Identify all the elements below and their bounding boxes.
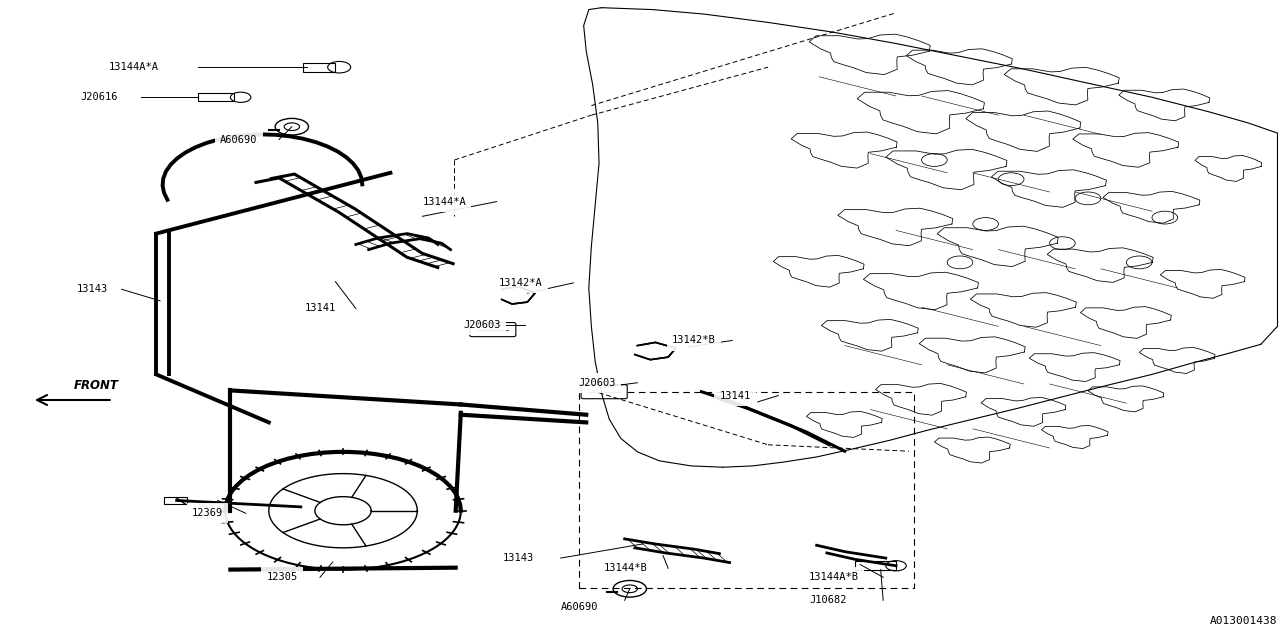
Text: A60690: A60690 [561, 602, 598, 612]
Bar [579, 392, 914, 588]
Text: 13142*B: 13142*B [672, 335, 716, 346]
Text: 13143: 13143 [503, 553, 534, 563]
Polygon shape [502, 287, 535, 304]
Text: 13142*A: 13142*A [499, 278, 543, 288]
FancyBboxPatch shape [581, 385, 627, 399]
Text: A60690: A60690 [220, 134, 257, 145]
Text: 12305: 12305 [266, 572, 297, 582]
Text: 13144*B: 13144*B [604, 563, 648, 573]
Bar [855, 561, 896, 570]
Polygon shape [635, 342, 676, 360]
Text: J20603: J20603 [579, 378, 616, 388]
Text: 13141: 13141 [305, 303, 335, 314]
Text: J20603: J20603 [463, 320, 500, 330]
Text: 13141: 13141 [719, 390, 750, 401]
Text: J10682: J10682 [809, 595, 846, 605]
FancyBboxPatch shape [470, 323, 516, 337]
Text: 13144*A: 13144*A [422, 196, 466, 207]
Text: J20616: J20616 [81, 92, 118, 102]
Text: 12369: 12369 [192, 508, 223, 518]
Text: FRONT: FRONT [74, 379, 119, 392]
Text: A013001438: A013001438 [1210, 616, 1277, 626]
Bar [198, 93, 234, 101]
Text: 13144A*A: 13144A*A [109, 62, 159, 72]
Bar [164, 497, 187, 504]
Text: 13144A*B: 13144A*B [809, 572, 859, 582]
Text: 13143: 13143 [77, 284, 108, 294]
Bar [303, 63, 335, 72]
